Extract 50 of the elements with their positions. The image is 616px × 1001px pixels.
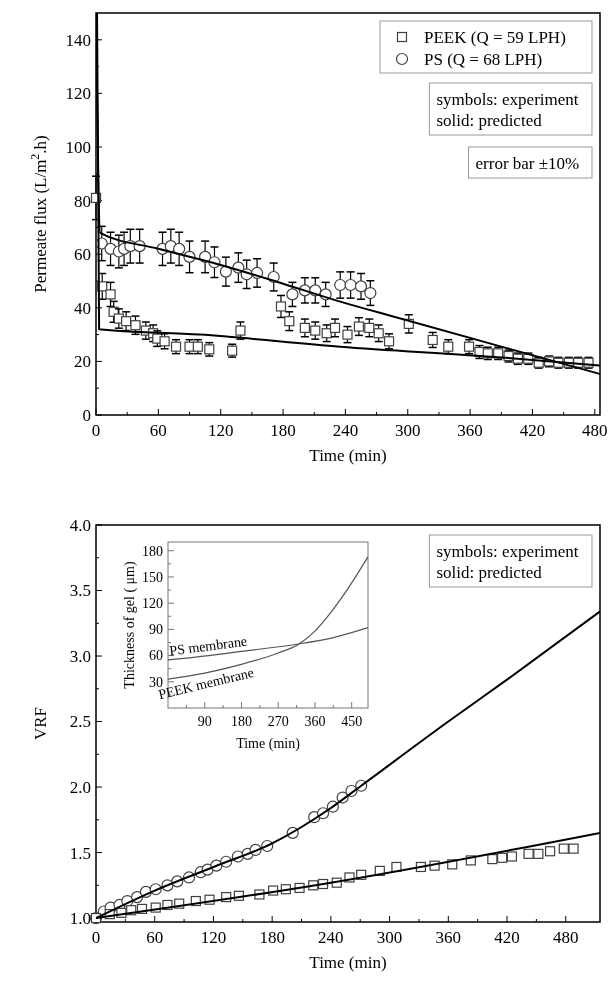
y-tick-label: 180 — [142, 543, 163, 559]
y-tick-label: 150 — [142, 569, 163, 585]
y-tick-label: 100 — [65, 137, 91, 157]
x-tick-label: 300 — [395, 421, 421, 440]
x-tick-label: 180 — [230, 714, 252, 729]
y-tick-label: 1.5 — [69, 843, 91, 863]
x-tick-label: 180 — [270, 421, 296, 440]
y-tick-label: 0 — [82, 405, 91, 425]
x-tick-label: 480 — [553, 928, 579, 947]
text: PS membrane — [168, 633, 248, 659]
legend-label: PS (Q = 68 LPH) — [424, 49, 543, 69]
x-tick-label: 450 — [341, 714, 363, 729]
x-tick-label: 180 — [259, 928, 285, 947]
y-tick-label: 3.0 — [69, 646, 91, 666]
y-axis-title: VRF — [31, 706, 50, 741]
x-tick-label: 270 — [267, 714, 289, 729]
annotation: error bar ±10% — [475, 154, 580, 173]
y-tick-label: 40 — [74, 298, 91, 318]
x-tick-label: 420 — [519, 421, 546, 440]
x-tick-label: 240 — [318, 928, 344, 947]
x-tick-label: 90 — [197, 714, 212, 729]
x-tick-label: 420 — [494, 928, 520, 947]
x-tick-label: 120 — [200, 928, 227, 947]
y-tick-label: 60 — [74, 245, 91, 265]
y-tick-label: 120 — [142, 596, 163, 612]
x-tick-label: 120 — [207, 421, 234, 440]
x-tick-label: 360 — [435, 928, 462, 947]
y-tick-label: 2.0 — [69, 778, 91, 797]
x-axis-title: Time (min) — [236, 736, 301, 752]
annotation: symbols: experiment solid: predicted — [436, 542, 579, 582]
y-tick-label: 60 — [149, 648, 163, 664]
x-tick-label: 360 — [457, 421, 483, 440]
legend-label: PEEK (Q = 59 LPH) — [424, 27, 566, 47]
y-tick-label: 4.0 — [69, 515, 91, 535]
y-axis-title: Thickness of gel ( μm) — [122, 561, 138, 689]
y-tick-label: 2.5 — [69, 712, 91, 732]
y-tick-label: 90 — [149, 622, 163, 638]
x-axis-title: Time (min) — [309, 953, 387, 972]
y-tick-label: 1.0 — [69, 909, 91, 929]
y-tick-label: 3.5 — [69, 581, 91, 601]
x-tick-label: 240 — [332, 421, 359, 440]
y-tick-label: 20 — [74, 352, 91, 372]
y-tick-label: 80 — [74, 191, 91, 211]
x-axis-title: Time (min) — [309, 446, 387, 465]
x-tick-label: 360 — [304, 714, 326, 729]
x-tick-label: 480 — [582, 421, 608, 440]
x-tick-label: 300 — [376, 928, 403, 947]
y-tick-label: 140 — [65, 30, 91, 50]
y-tick-label: 120 — [65, 84, 91, 104]
annotation: symbols: experiment solid: predicted — [436, 90, 579, 130]
